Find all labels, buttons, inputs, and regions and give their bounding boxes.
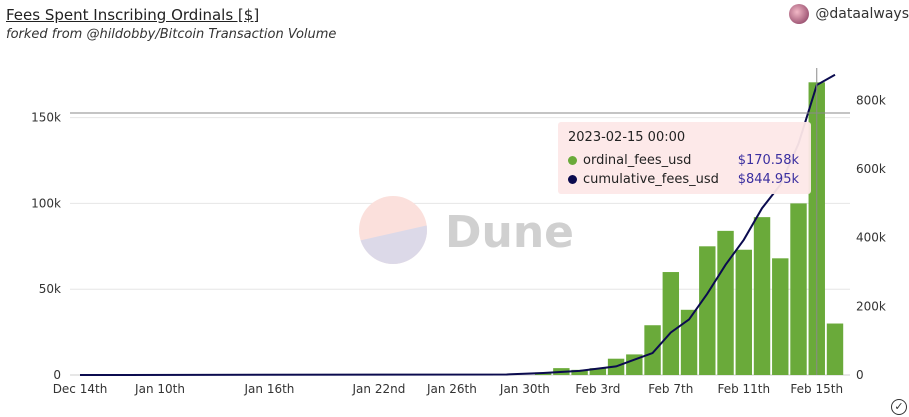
user-badge[interactable]: @dataalways [789,4,909,24]
bar-2023-02-09[interactable] [699,246,716,375]
tooltip-series-value: $170.58k [737,153,799,168]
bar-2023-02-08[interactable] [680,309,698,375]
tooltip-row: cumulative_fees_usd $844.95k [568,172,799,187]
bar-2023-02-11[interactable] [735,249,752,375]
series-dot [568,175,577,184]
bar-2023-02-16[interactable] [826,323,844,375]
x-tick-label: Feb 15th [790,382,843,396]
bar-2023-02-02[interactable] [571,369,588,375]
bar-2023-02-14[interactable] [790,203,807,375]
tooltip: 2023-02-15 00:00 ordinal_fees_usd $170.5… [558,122,811,194]
x-tick-label: Jan 16th [244,382,295,396]
y-right-tick-label: 800k [856,93,886,107]
username: @dataalways [815,6,909,22]
x-tick-label: Jan 30th [499,382,550,396]
dune-watermark: Dune [359,196,574,264]
y-right-tick-label: 400k [856,231,886,245]
x-tick-label: Jan 22nd [352,382,406,396]
bar-2023-02-06[interactable] [644,325,661,375]
y-left-tick-label: 50k [39,282,61,296]
x-tick-label: Dec 14th [53,382,108,396]
bar-2023-02-07[interactable] [662,272,680,375]
watermark-text: Dune [445,207,574,258]
y-right-tick-label: 200k [856,299,886,313]
bar-2023-02-10[interactable] [717,230,734,375]
tooltip-series-value: $844.95k [737,172,799,187]
x-tick-label: Feb 3rd [575,382,620,396]
y-right-tick-label: 0 [856,368,864,382]
tooltip-date: 2023-02-15 00:00 [568,130,686,145]
x-tick-label: Jan 10th [134,382,185,396]
bar-2023-02-03[interactable] [589,368,607,375]
avatar [789,4,810,24]
series-dot [568,156,577,165]
x-tick-label: Feb 7th [648,382,693,396]
bar-2023-02-12[interactable] [753,217,771,375]
y-left-tick-label: 100k [31,196,61,210]
y-right-tick-label: 600k [856,162,886,176]
y-left-tick-label: 0 [53,368,61,382]
x-tick-label: Feb 11th [717,382,770,396]
bar-2023-02-05[interactable] [626,354,643,375]
x-tick-label: Jan 26th [426,382,477,396]
y-left-tick-label: 150k [31,111,61,125]
chart-title[interactable]: Fees Spent Inscribing Ordinals [$] [6,6,260,24]
bar-2023-02-13[interactable] [772,258,789,375]
check-icon[interactable]: ✓ [891,399,907,415]
tooltip-row: ordinal_fees_usd $170.58k [568,153,799,168]
chart-subtitle[interactable]: forked from @hildobby/Bitcoin Transactio… [6,27,337,42]
tooltip-series-label: cumulative_fees_usd [583,172,719,187]
tooltip-series-label: ordinal_fees_usd [583,153,692,168]
